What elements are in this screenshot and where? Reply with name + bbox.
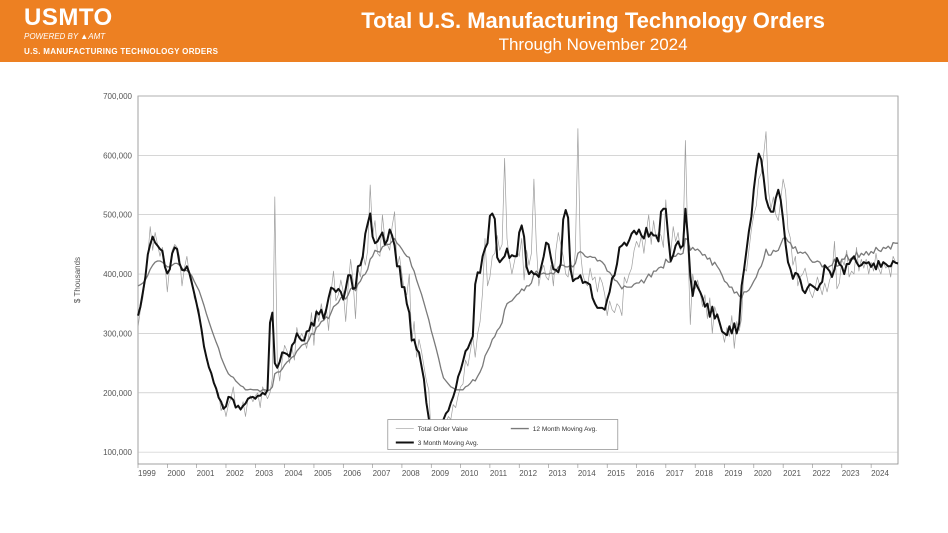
svg-text:2022: 2022 [812, 469, 830, 478]
svg-text:2003: 2003 [255, 469, 273, 478]
svg-text:2023: 2023 [842, 469, 860, 478]
chart-container: 100,000 200,000 300,000 400,000 500,000 600,0… [30, 86, 918, 506]
brand-subtitle: U.S. MANUFACTURING TECHNOLOGY ORDERS [24, 47, 218, 56]
svg-text:2010: 2010 [461, 469, 479, 478]
svg-text:2024: 2024 [871, 469, 889, 478]
svg-text:1999: 1999 [138, 469, 156, 478]
svg-text:2019: 2019 [724, 469, 742, 478]
svg-text:2008: 2008 [402, 469, 420, 478]
svg-text:12 Month Moving Avg.: 12 Month Moving Avg. [533, 426, 597, 433]
svg-text:2000: 2000 [167, 469, 185, 478]
svg-text:2014: 2014 [578, 469, 596, 478]
svg-text:2011: 2011 [490, 469, 508, 478]
svg-text:2018: 2018 [695, 469, 713, 478]
powered-by: POWERED BY ▲AMT [24, 32, 218, 41]
svg-text:2021: 2021 [783, 469, 801, 478]
brand-logo: USMTO [24, 6, 218, 30]
svg-text:200,000: 200,000 [103, 389, 132, 398]
svg-text:2007: 2007 [373, 469, 391, 478]
svg-text:2013: 2013 [549, 469, 567, 478]
svg-text:2009: 2009 [431, 469, 449, 478]
brand-block: USMTO POWERED BY ▲AMT U.S. MANUFACTURING… [24, 6, 218, 56]
svg-text:600,000: 600,000 [103, 151, 132, 160]
svg-text:3 Month Moving Avg.: 3 Month Moving Avg. [418, 440, 479, 447]
svg-text:2002: 2002 [226, 469, 244, 478]
svg-text:2004: 2004 [285, 469, 303, 478]
svg-text:Total Order Value: Total Order Value [418, 426, 468, 433]
header-banner: USMTO POWERED BY ▲AMT U.S. MANUFACTURING… [0, 0, 948, 62]
svg-text:2015: 2015 [607, 469, 625, 478]
chart-subtitle: Through November 2024 [258, 35, 928, 55]
svg-text:2016: 2016 [637, 469, 655, 478]
banner-titles: Total U.S. Manufacturing Technology Orde… [258, 8, 928, 55]
svg-text:$ Thousands: $ Thousands [73, 257, 82, 303]
svg-text:400,000: 400,000 [103, 270, 132, 279]
svg-text:100,000: 100,000 [103, 448, 132, 457]
svg-text:2020: 2020 [754, 469, 772, 478]
svg-text:700,000: 700,000 [103, 92, 132, 101]
svg-text:2017: 2017 [666, 469, 684, 478]
svg-text:500,000: 500,000 [103, 211, 132, 220]
svg-text:2012: 2012 [519, 469, 537, 478]
svg-text:300,000: 300,000 [103, 329, 132, 338]
line-chart: 100,000 200,000 300,000 400,000 500,000 600,0… [30, 86, 910, 506]
svg-text:2006: 2006 [343, 469, 361, 478]
chart-title: Total U.S. Manufacturing Technology Orde… [258, 8, 928, 33]
svg-text:2001: 2001 [197, 469, 215, 478]
svg-text:2005: 2005 [314, 469, 332, 478]
